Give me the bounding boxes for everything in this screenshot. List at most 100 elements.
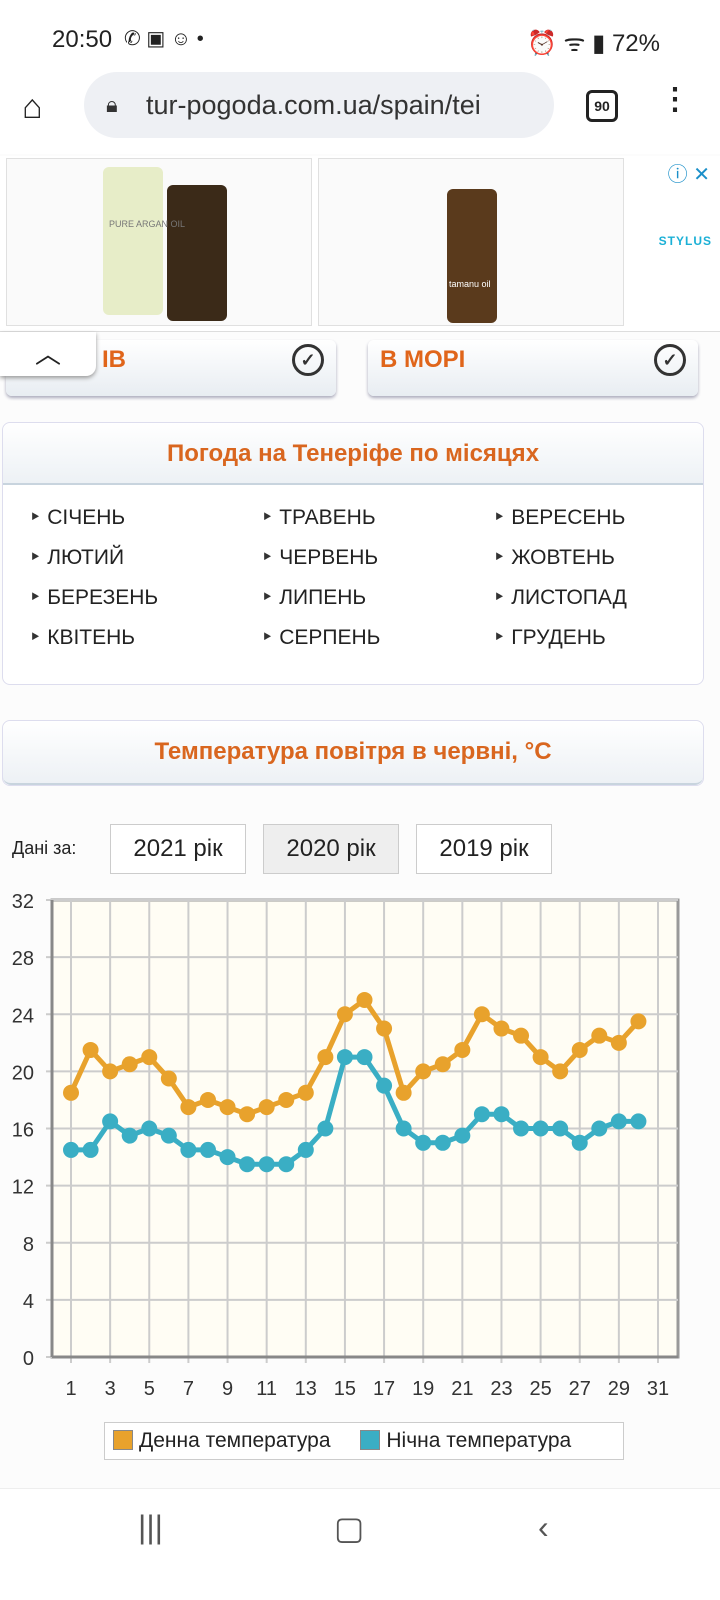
month-link[interactable]: ЖОВТЕНЬ: [493, 545, 720, 570]
x-tick-label: 15: [334, 1378, 356, 1400]
month-link[interactable]: ЛИПЕНЬ: [261, 585, 493, 610]
data-point[interactable]: [395, 1084, 412, 1101]
y-tick-label: 8: [23, 1234, 34, 1256]
data-point[interactable]: [376, 1077, 393, 1094]
ad-info-close-icon[interactable]: ⓘ ✕: [667, 164, 710, 186]
chevron-up-icon[interactable]: ︿: [0, 332, 96, 376]
data-point[interactable]: [395, 1120, 412, 1137]
data-point[interactable]: [591, 1027, 608, 1044]
data-point[interactable]: [141, 1049, 158, 1066]
home-nav-icon[interactable]: ▢: [334, 1510, 365, 1546]
data-point[interactable]: [102, 1113, 119, 1130]
month-link[interactable]: ГРУДЕНЬ: [493, 625, 720, 650]
data-point[interactable]: [434, 1134, 451, 1151]
data-point[interactable]: [121, 1127, 138, 1144]
data-point[interactable]: [532, 1049, 549, 1066]
month-link[interactable]: ТРАВЕНЬ: [261, 505, 493, 530]
legend-day[interactable]: Денна температура: [139, 1429, 331, 1452]
recent-apps-icon[interactable]: |||: [138, 1509, 163, 1545]
data-point[interactable]: [513, 1027, 530, 1044]
year-2019-button[interactable]: 2019 рік: [416, 824, 552, 874]
month-link[interactable]: БЕРЕЗЕНЬ: [29, 585, 261, 610]
x-tick-label: 11: [256, 1378, 277, 1400]
tamanu-label: tamanu oil: [449, 279, 491, 289]
year-2020-button[interactable]: 2020 рік: [263, 824, 399, 874]
data-point[interactable]: [532, 1120, 549, 1137]
data-point[interactable]: [317, 1049, 334, 1066]
night-swatch: [360, 1430, 381, 1450]
ad-brand: STYLUS: [658, 234, 712, 248]
data-point[interactable]: [336, 1049, 353, 1066]
data-point[interactable]: [141, 1120, 158, 1137]
data-point[interactable]: [610, 1113, 627, 1130]
legend-night[interactable]: Нічна температура: [386, 1429, 572, 1452]
data-point[interactable]: [219, 1099, 236, 1116]
data-point[interactable]: [63, 1141, 79, 1158]
data-point[interactable]: [630, 1013, 647, 1030]
data-point[interactable]: [239, 1156, 256, 1173]
data-point[interactable]: [473, 1106, 490, 1123]
back-icon[interactable]: ‹: [538, 1509, 549, 1545]
month-link[interactable]: СЕРПЕНЬ: [261, 625, 493, 650]
data-point[interactable]: [356, 1049, 373, 1066]
x-tick-label: 25: [529, 1378, 551, 1400]
data-point[interactable]: [180, 1141, 197, 1158]
data-point[interactable]: [317, 1120, 334, 1137]
more-menu-icon[interactable]: ⋮: [660, 83, 690, 116]
data-point[interactable]: [82, 1041, 99, 1058]
data-point[interactable]: [630, 1113, 647, 1130]
data-point[interactable]: [552, 1120, 569, 1137]
year-2021-button[interactable]: 2021 рік: [110, 824, 246, 874]
month-link[interactable]: ЧЕРВЕНЬ: [261, 545, 493, 570]
data-point[interactable]: [258, 1156, 275, 1173]
data-point[interactable]: [473, 1006, 490, 1023]
data-point[interactable]: [591, 1120, 608, 1137]
data-point[interactable]: [415, 1063, 432, 1080]
chart-legend: Денна температура Нічна температура: [104, 1422, 624, 1460]
data-point[interactable]: [199, 1091, 216, 1108]
data-point[interactable]: [160, 1070, 177, 1087]
data-point[interactable]: [258, 1099, 275, 1116]
data-point[interactable]: [610, 1034, 627, 1051]
ad-product-argan[interactable]: PURE ARGAN OIL: [6, 158, 312, 326]
data-point[interactable]: [571, 1041, 588, 1058]
month-link[interactable]: КВІТЕНЬ: [29, 625, 261, 650]
data-point[interactable]: [82, 1141, 99, 1158]
data-point[interactable]: [552, 1063, 569, 1080]
data-point[interactable]: [121, 1056, 138, 1073]
data-point[interactable]: [493, 1020, 510, 1037]
data-point[interactable]: [571, 1134, 588, 1151]
data-point[interactable]: [219, 1149, 236, 1166]
ad-product-tamanu[interactable]: tamanu oil: [318, 158, 624, 326]
data-point[interactable]: [239, 1106, 256, 1123]
data-point[interactable]: [454, 1127, 471, 1144]
data-point[interactable]: [297, 1141, 314, 1158]
data-point[interactable]: [454, 1041, 471, 1058]
month-link[interactable]: ЛЮТИЙ: [29, 545, 261, 570]
data-point[interactable]: [493, 1106, 510, 1123]
data-point[interactable]: [434, 1056, 451, 1073]
data-point[interactable]: [199, 1141, 216, 1158]
tile-sea[interactable]: В МОРІ ✓: [368, 340, 698, 396]
data-point[interactable]: [278, 1091, 295, 1108]
month-link[interactable]: ВЕРЕСЕНЬ: [493, 505, 720, 530]
data-point[interactable]: [160, 1127, 177, 1144]
month-link[interactable]: ЛИСТОПАД: [493, 585, 720, 610]
data-point[interactable]: [63, 1084, 79, 1101]
address-bar[interactable]: 🔒︎ tur-pogoda.com.ua/spain/tei: [84, 72, 554, 138]
data-point[interactable]: [278, 1156, 295, 1173]
data-point[interactable]: [180, 1099, 197, 1116]
x-tick-label: 13: [295, 1378, 317, 1400]
home-icon[interactable]: ⌂: [22, 88, 43, 126]
data-point[interactable]: [297, 1084, 314, 1101]
data-point[interactable]: [376, 1020, 393, 1037]
data-point[interactable]: [415, 1134, 432, 1151]
tab-switcher-button[interactable]: 90: [586, 90, 618, 122]
data-point[interactable]: [513, 1120, 530, 1137]
data-point[interactable]: [356, 991, 373, 1008]
x-tick-label: 19: [412, 1378, 434, 1400]
ad-banner[interactable]: PURE ARGAN OIL tamanu oil ⓘ ✕ STYLUS: [0, 156, 720, 332]
data-point[interactable]: [102, 1063, 119, 1080]
month-link[interactable]: СІЧЕНЬ: [29, 505, 261, 530]
data-point[interactable]: [336, 1006, 353, 1023]
